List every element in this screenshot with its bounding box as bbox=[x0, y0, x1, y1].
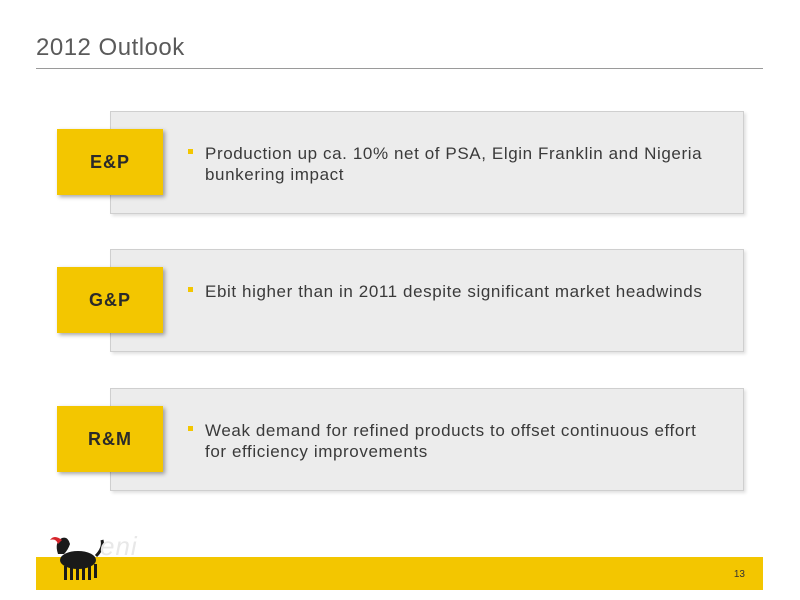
bullet-square-icon bbox=[188, 426, 193, 431]
bullet-text-gp: Ebit higher than in 2011 despite signifi… bbox=[205, 282, 703, 301]
page-title: 2012 Outlook bbox=[36, 34, 185, 61]
six-legged-dog-logo-icon bbox=[50, 537, 104, 580]
bullet-gp: Ebit higher than in 2011 despite signifi… bbox=[188, 281, 708, 302]
bullet-square-icon bbox=[188, 287, 193, 292]
bullet-ep: Production up ca. 10% net of PSA, Elgin … bbox=[188, 143, 708, 185]
bullet-text-ep: Production up ca. 10% net of PSA, Elgin … bbox=[205, 144, 703, 184]
section-panel-rm bbox=[110, 388, 744, 491]
section-panel-gp bbox=[110, 249, 744, 352]
bullet-rm: Weak demand for refined products to offs… bbox=[188, 420, 708, 462]
badge-gp: G&P bbox=[57, 267, 163, 333]
page-number: 13 bbox=[733, 569, 745, 580]
footer-bar: 13 bbox=[36, 557, 763, 590]
section-panel-ep bbox=[110, 111, 744, 214]
bullet-square-icon bbox=[188, 149, 193, 154]
badge-ep: E&P bbox=[57, 129, 163, 195]
badge-rm: R&M bbox=[57, 406, 163, 472]
bullet-text-rm: Weak demand for refined products to offs… bbox=[205, 421, 697, 461]
title-divider bbox=[36, 68, 763, 69]
logo-wordmark: eni bbox=[100, 531, 138, 561]
